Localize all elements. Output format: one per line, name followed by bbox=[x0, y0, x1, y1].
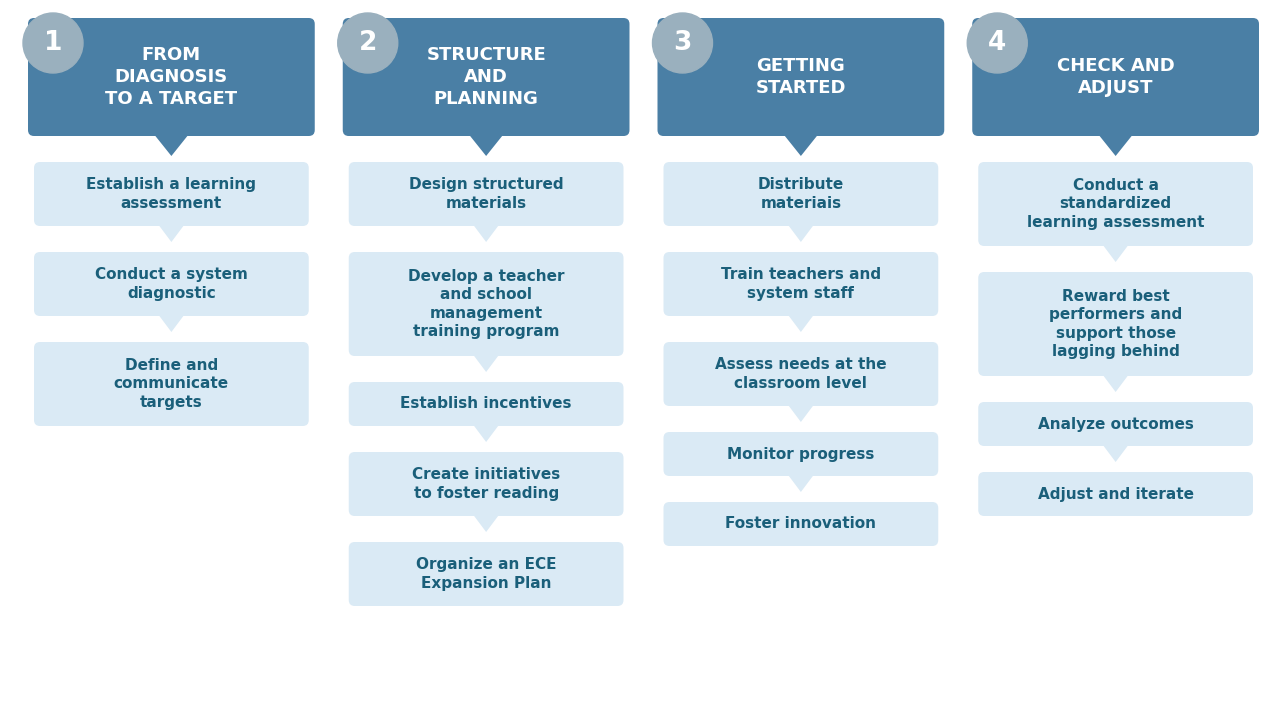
FancyBboxPatch shape bbox=[349, 452, 623, 516]
Polygon shape bbox=[1104, 376, 1127, 392]
Text: 1: 1 bbox=[44, 30, 62, 56]
Polygon shape bbox=[789, 226, 813, 242]
Text: Develop a teacher
and school
management
training program: Develop a teacher and school management … bbox=[408, 269, 565, 339]
FancyBboxPatch shape bbox=[664, 252, 938, 316]
FancyBboxPatch shape bbox=[664, 432, 938, 476]
FancyBboxPatch shape bbox=[349, 162, 623, 226]
Text: Reward best
performers and
support those
lagging behind: Reward best performers and support those… bbox=[1049, 288, 1183, 360]
FancyBboxPatch shape bbox=[978, 472, 1254, 516]
Text: Organize an ECE
Expansion Plan: Organize an ECE Expansion Plan bbox=[416, 557, 556, 591]
FancyBboxPatch shape bbox=[664, 162, 938, 226]
Polygon shape bbox=[789, 406, 813, 422]
FancyBboxPatch shape bbox=[349, 252, 623, 356]
Polygon shape bbox=[1104, 446, 1127, 462]
Polygon shape bbox=[1099, 136, 1131, 156]
Polygon shape bbox=[156, 136, 188, 156]
Text: Distribute
materiais: Distribute materiais bbox=[758, 177, 844, 211]
Text: GETTING
STARTED: GETTING STARTED bbox=[755, 58, 846, 97]
Polygon shape bbox=[789, 476, 813, 492]
Polygon shape bbox=[474, 226, 498, 242]
Circle shape bbox=[653, 13, 713, 73]
Text: Define and
communicate
targets: Define and communicate targets bbox=[113, 358, 229, 410]
FancyBboxPatch shape bbox=[658, 18, 945, 136]
Text: 4: 4 bbox=[988, 30, 1006, 56]
Text: Adjust and iterate: Adjust and iterate bbox=[1037, 486, 1193, 502]
FancyBboxPatch shape bbox=[28, 18, 315, 136]
Polygon shape bbox=[470, 136, 502, 156]
Polygon shape bbox=[789, 316, 813, 332]
Text: Foster innovation: Foster innovation bbox=[726, 516, 876, 531]
FancyBboxPatch shape bbox=[33, 342, 309, 426]
FancyBboxPatch shape bbox=[349, 542, 623, 606]
Circle shape bbox=[23, 13, 82, 73]
Text: Create initiatives
to foster reading: Create initiatives to foster reading bbox=[412, 467, 560, 501]
FancyBboxPatch shape bbox=[978, 402, 1254, 446]
Text: Analyze outcomes: Analyze outcomes bbox=[1037, 416, 1193, 432]
FancyBboxPatch shape bbox=[664, 342, 938, 406]
Polygon shape bbox=[160, 226, 183, 242]
Text: CHECK AND
ADJUST: CHECK AND ADJUST bbox=[1057, 58, 1175, 97]
Polygon shape bbox=[785, 136, 817, 156]
Polygon shape bbox=[474, 426, 498, 442]
Polygon shape bbox=[1104, 246, 1127, 262]
FancyBboxPatch shape bbox=[972, 18, 1259, 136]
Text: STRUCTURE
AND
PLANNING: STRUCTURE AND PLANNING bbox=[426, 47, 546, 108]
FancyBboxPatch shape bbox=[33, 252, 309, 316]
Text: Monitor progress: Monitor progress bbox=[727, 446, 875, 462]
FancyBboxPatch shape bbox=[342, 18, 629, 136]
Circle shape bbox=[337, 13, 398, 73]
FancyBboxPatch shape bbox=[33, 162, 309, 226]
Polygon shape bbox=[474, 516, 498, 532]
Text: Train teachers and
system staff: Train teachers and system staff bbox=[721, 267, 880, 301]
Text: 2: 2 bbox=[359, 30, 377, 56]
Polygon shape bbox=[160, 316, 183, 332]
Text: Assess needs at the
classroom level: Assess needs at the classroom level bbox=[716, 357, 887, 391]
FancyBboxPatch shape bbox=[978, 162, 1254, 246]
Text: FROM
DIAGNOSIS
TO A TARGET: FROM DIAGNOSIS TO A TARGET bbox=[106, 47, 237, 108]
Text: Conduct a
standardized
learning assessment: Conduct a standardized learning assessme… bbox=[1027, 178, 1205, 230]
Text: 3: 3 bbox=[673, 30, 691, 56]
FancyBboxPatch shape bbox=[978, 272, 1254, 376]
Text: Conduct a system
diagnostic: Conduct a system diagnostic bbox=[95, 267, 248, 301]
Circle shape bbox=[968, 13, 1027, 73]
Text: Establish a learning
assessment: Establish a learning assessment bbox=[86, 177, 256, 211]
Polygon shape bbox=[474, 356, 498, 372]
FancyBboxPatch shape bbox=[349, 382, 623, 426]
Text: Design structured
materials: Design structured materials bbox=[409, 177, 564, 211]
FancyBboxPatch shape bbox=[664, 502, 938, 546]
Text: Establish incentives: Establish incentives bbox=[400, 397, 571, 411]
